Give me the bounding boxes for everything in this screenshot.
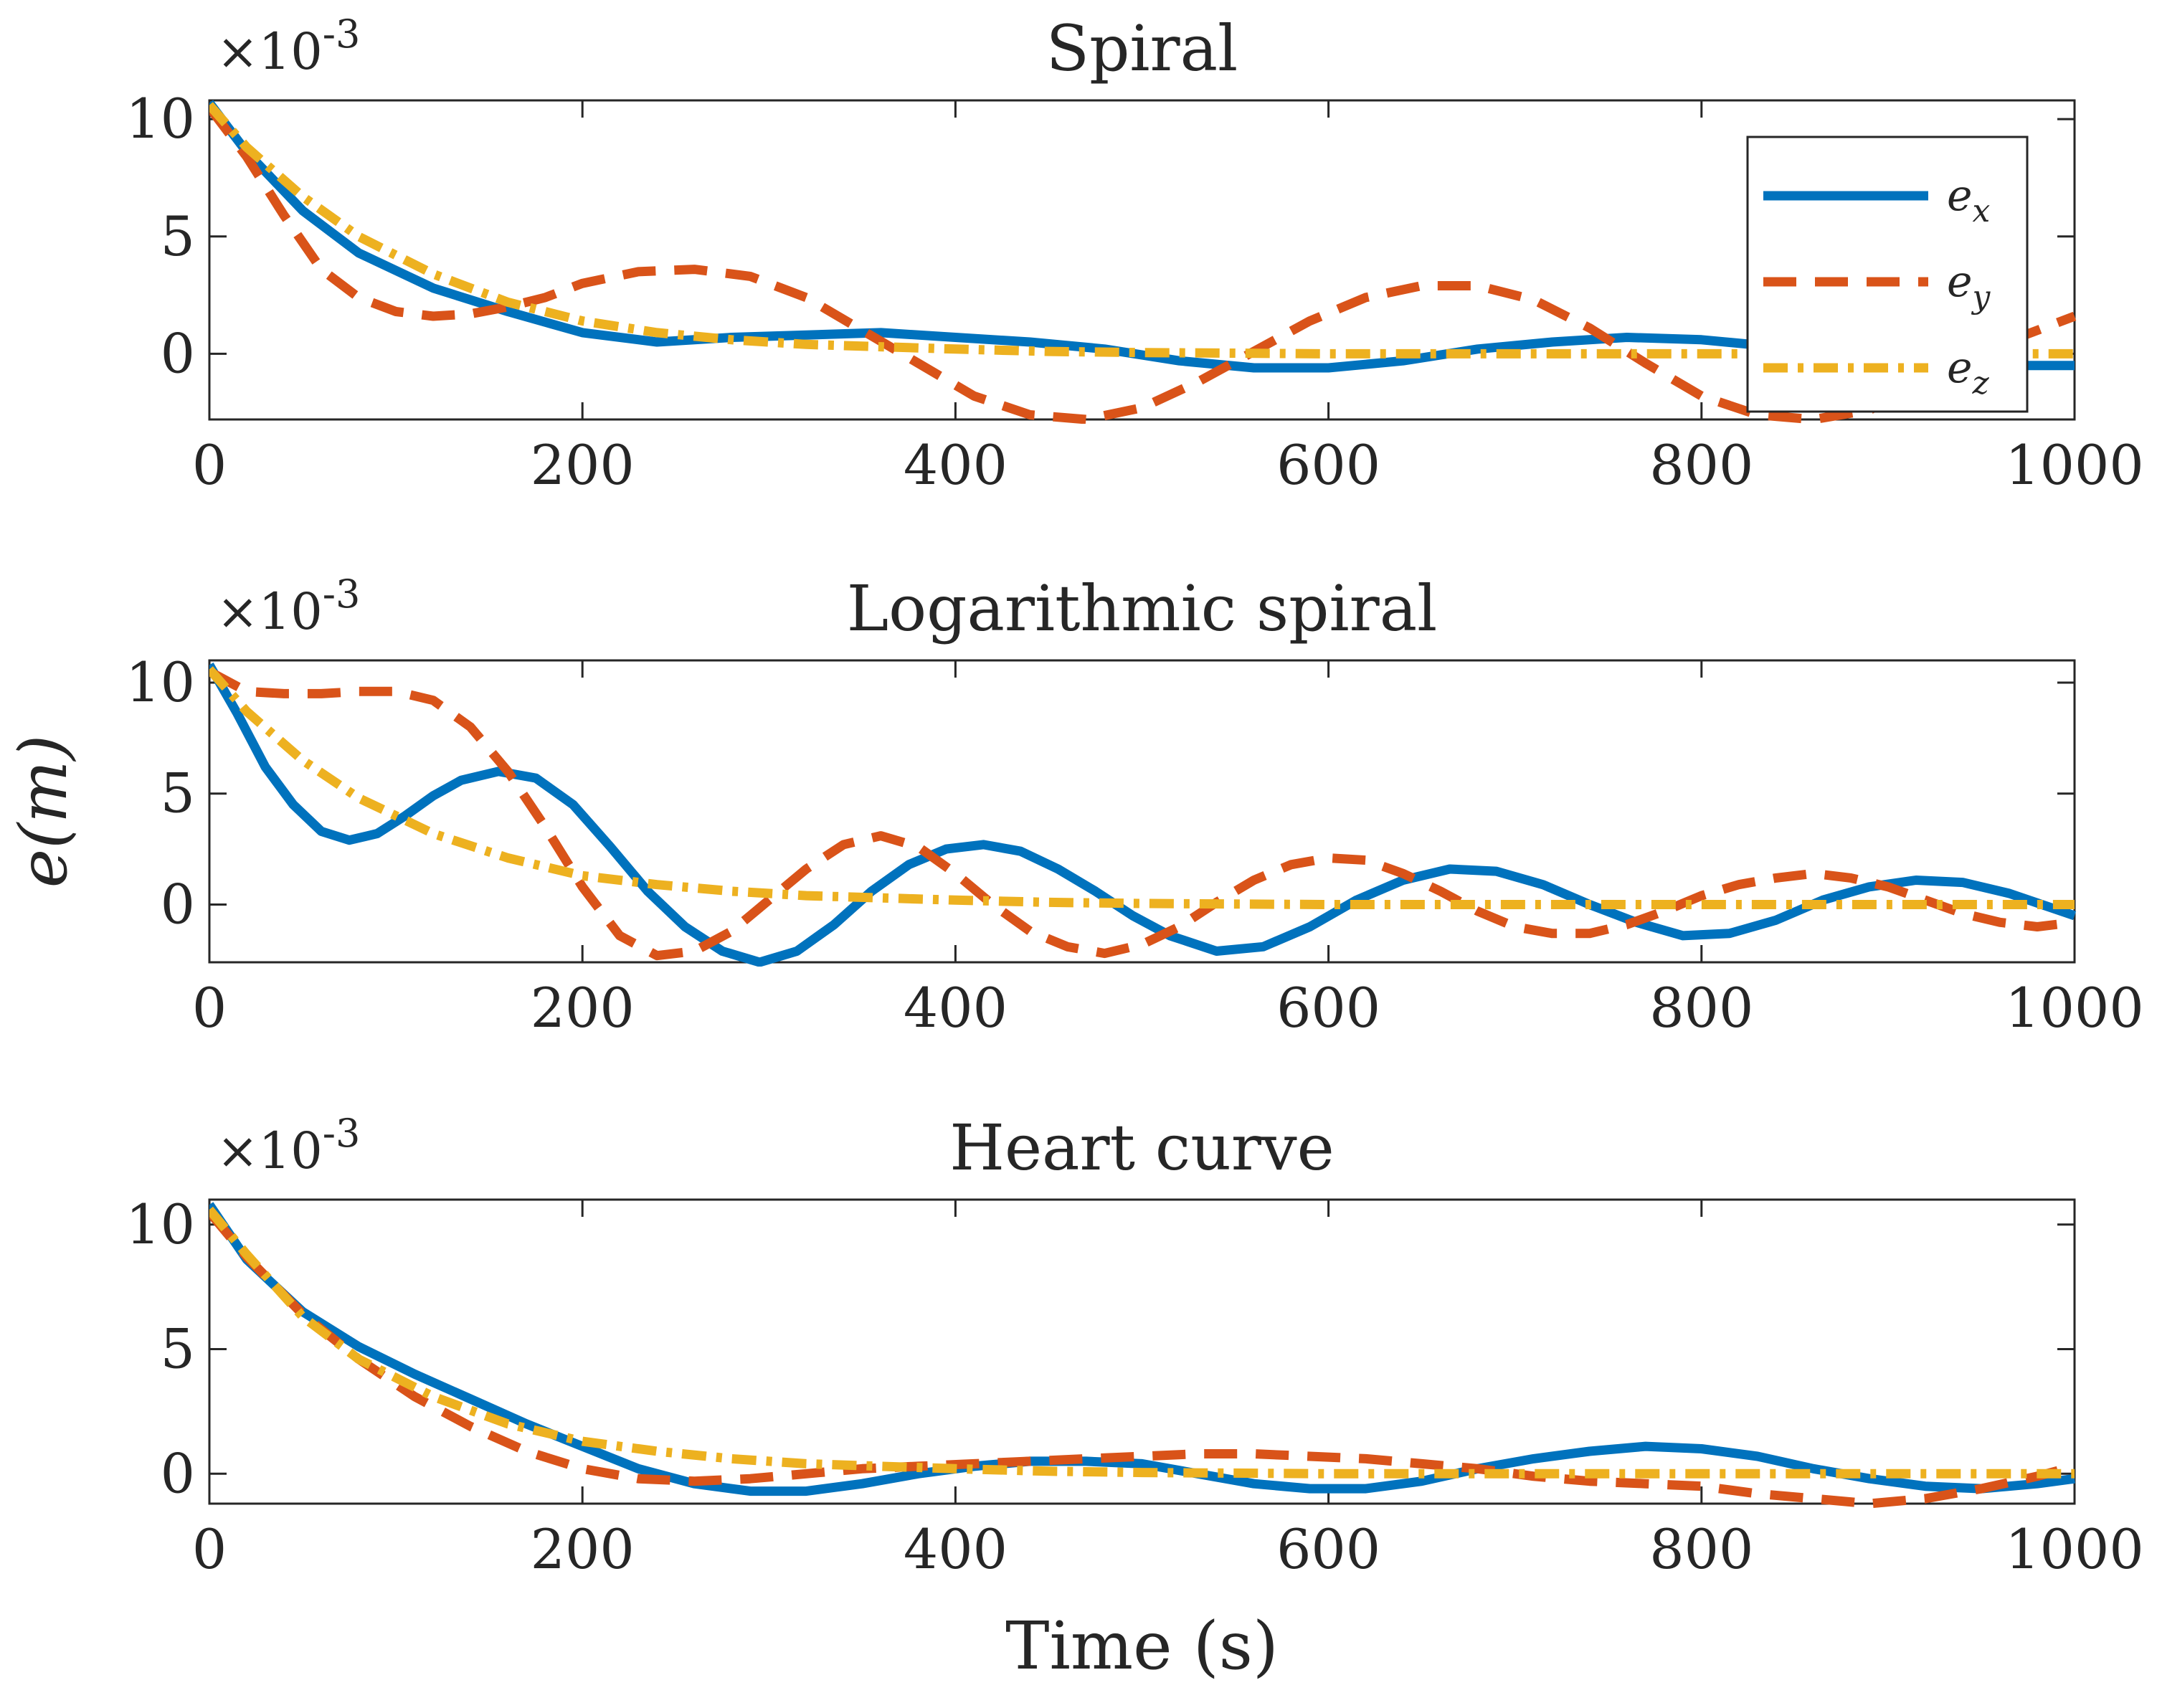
axes-box — [208, 1198, 2076, 1505]
x-tick-label: 200 — [531, 976, 635, 1040]
chart-title: Spiral — [1046, 11, 1238, 85]
x-tick-label: 0 — [192, 1517, 227, 1581]
legend-label: ey — [1947, 257, 1991, 315]
series-group — [209, 1202, 2076, 1508]
chart-panel-1: 0 200 400 600 800 1000 0 5 10 ×10-3 Spiral ex ey ez — [125, 11, 2143, 497]
series-line-e-y — [209, 1209, 2076, 1508]
x-tick-label: 800 — [1649, 976, 1753, 1040]
x-tick-label: 0 — [192, 433, 227, 497]
y-axis-label: e(m) — [5, 735, 82, 888]
series-line-e-x — [209, 662, 2077, 967]
x-tick-label: 800 — [1649, 433, 1753, 497]
y-tick-label: 0 — [161, 321, 195, 385]
series-line-e-z — [209, 1206, 2075, 1479]
chart-title: Heart curve — [949, 1111, 1335, 1185]
legend-label: ez — [1947, 343, 1990, 402]
x-tick-label: 600 — [1276, 433, 1380, 497]
x-tick-label: 600 — [1276, 1517, 1380, 1581]
series-group — [209, 662, 2077, 967]
axes-box — [208, 659, 2076, 964]
exponent-label: ×10-3 — [217, 11, 360, 81]
legend-label: ex — [1947, 171, 1991, 229]
x-tick-label: 1000 — [2005, 1517, 2143, 1581]
x-tick-label: 400 — [904, 433, 1008, 497]
y-tick-label: 10 — [125, 87, 195, 151]
series-line-e-x — [209, 1202, 2075, 1496]
x-tick-label: 800 — [1649, 1517, 1753, 1581]
y-tick-label: 5 — [161, 204, 195, 268]
y-tick-label: 10 — [125, 650, 195, 714]
x-tick-label: 400 — [904, 1517, 1008, 1581]
x-tick-label: 1000 — [2005, 976, 2143, 1040]
chart-title: Logarithmic spiral — [847, 571, 1438, 645]
y-tick-label: 10 — [125, 1192, 195, 1256]
exponent-label: ×10-3 — [217, 1111, 360, 1180]
x-tick-label: 200 — [531, 433, 635, 497]
axes-box — [208, 99, 2076, 421]
series-line-e-z — [209, 102, 2075, 359]
chart-panel-3: 0 200 400 600 800 1000 0 5 10 ×10-3 Heart curve Tim… — [125, 1111, 2143, 1684]
exponent-label: ×10-3 — [217, 571, 360, 641]
x-tick-label: 1000 — [2005, 433, 2143, 497]
x-tick-label: 600 — [1276, 976, 1380, 1040]
x-tick-label: 200 — [531, 1517, 635, 1581]
x-tick-label: 0 — [192, 976, 227, 1040]
legend: ex ey ez — [1746, 136, 2029, 413]
y-tick-label: 0 — [161, 873, 195, 936]
y-tick-label: 0 — [161, 1441, 195, 1505]
y-tick-label: 5 — [161, 762, 195, 825]
chart-panel-2: 0 200 400 600 800 1000 0 5 10 ×10-3 Logarithmic sp… — [5, 571, 2144, 1040]
x-tick-label: 400 — [904, 976, 1008, 1040]
x-axis-label: Time (s) — [1005, 1608, 1279, 1684]
series-line-e-z — [209, 666, 2075, 909]
y-tick-label: 5 — [161, 1317, 195, 1381]
